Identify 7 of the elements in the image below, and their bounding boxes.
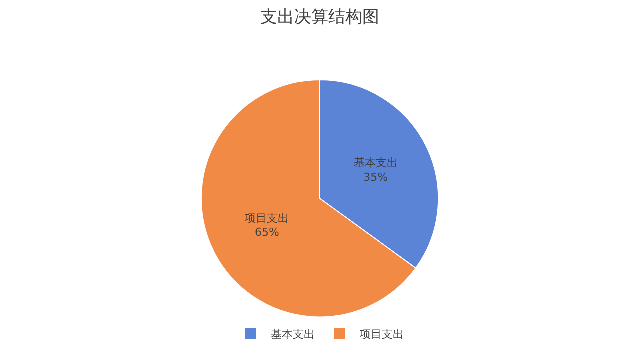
data-label: 35% [364, 170, 388, 184]
legend-label: 项目支出 [360, 328, 404, 341]
chart-title: 支出决算结构图 [260, 8, 380, 28]
slice-label: 项目支出 [245, 212, 290, 225]
slice-label: 基本支出 [354, 156, 398, 170]
data-label: 65% [254, 226, 280, 240]
legend-label: 基本支出 [271, 328, 315, 341]
